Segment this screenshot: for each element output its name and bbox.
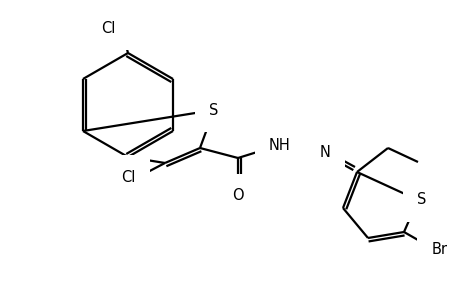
Text: Cl: Cl — [101, 20, 115, 35]
Text: O: O — [232, 188, 243, 203]
Text: Br: Br — [431, 242, 447, 257]
Text: N: N — [319, 145, 330, 160]
Text: S: S — [416, 193, 426, 208]
Text: S: S — [209, 103, 218, 118]
Text: NH: NH — [269, 137, 290, 152]
Text: Cl: Cl — [121, 169, 135, 184]
